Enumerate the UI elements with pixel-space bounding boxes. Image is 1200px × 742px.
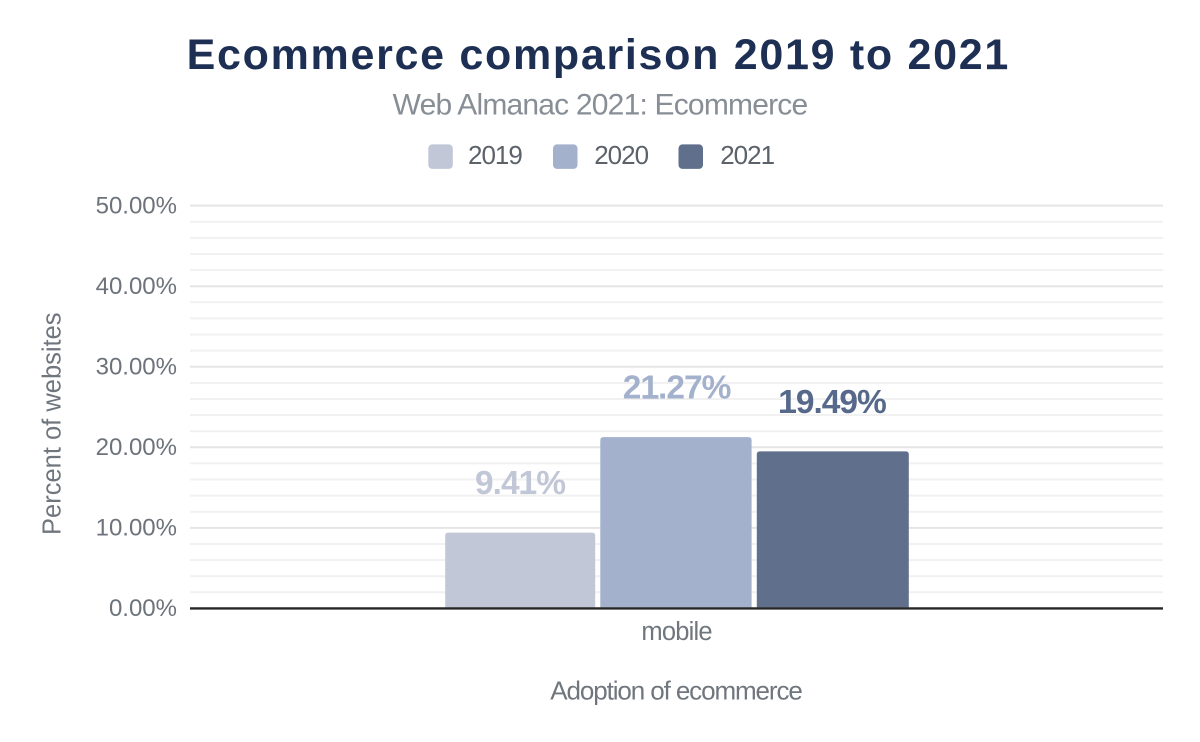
svg-text:50.00%: 50.00% (96, 192, 177, 219)
svg-text:0.00%: 0.00% (109, 595, 177, 622)
svg-text:9.41%: 9.41% (475, 465, 565, 502)
svg-text:19.49%: 19.49% (778, 384, 886, 421)
svg-text:2019: 2019 (468, 140, 522, 170)
svg-text:Ecommerce comparison 2019 to 2: Ecommerce comparison 2019 to 2021 (187, 31, 1010, 79)
svg-text:10.00%: 10.00% (96, 515, 177, 542)
svg-text:mobile: mobile (641, 618, 712, 646)
svg-text:21.27%: 21.27% (623, 370, 731, 407)
svg-text:30.00%: 30.00% (96, 354, 177, 381)
svg-text:Adoption of ecommerce: Adoption of ecommerce (550, 675, 802, 705)
svg-text:20.00%: 20.00% (96, 434, 177, 461)
svg-text:Percent of websites: Percent of websites (39, 312, 67, 535)
svg-text:2021: 2021 (720, 140, 774, 170)
svg-text:Web Almanac 2021: Ecommerce: Web Almanac 2021: Ecommerce (393, 89, 808, 122)
svg-text:2020: 2020 (594, 140, 648, 170)
svg-text:40.00%: 40.00% (96, 273, 177, 300)
